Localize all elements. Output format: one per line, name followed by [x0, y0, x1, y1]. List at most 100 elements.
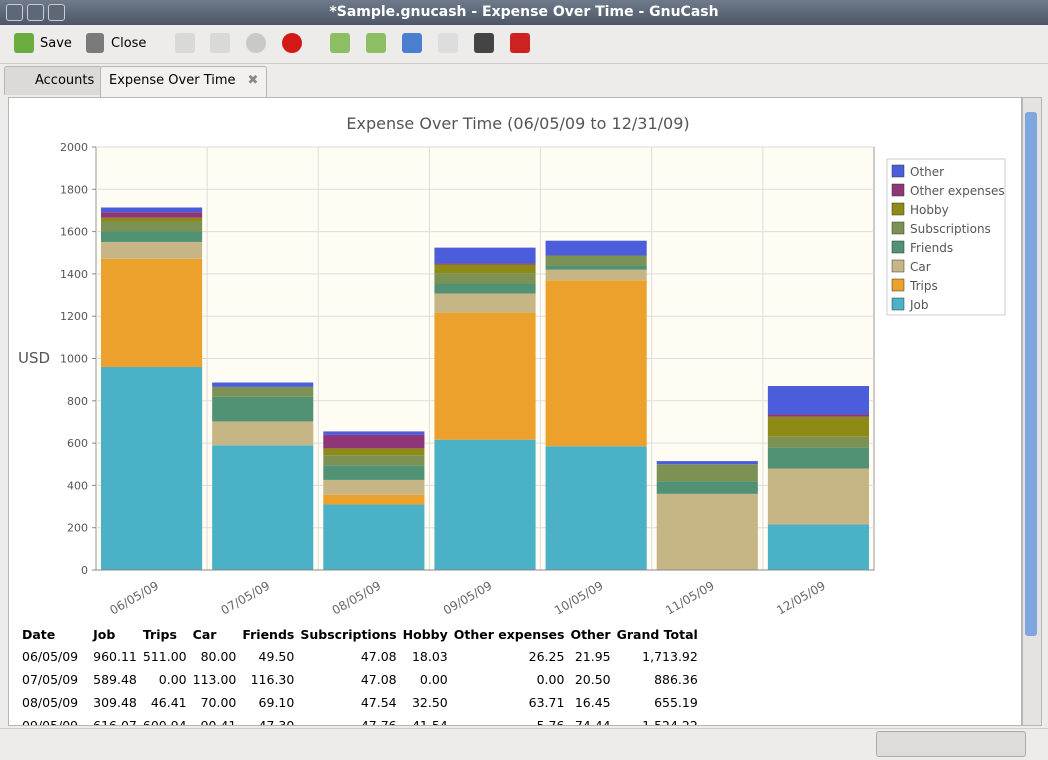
pdf-icon[interactable]: [510, 33, 530, 53]
table-cell: 09/05/09: [22, 718, 79, 726]
bar-segment: [545, 280, 647, 447]
bar-segment: [656, 464, 758, 482]
column-header: Date: [22, 626, 56, 642]
bar-segment: [767, 414, 869, 417]
print-icon[interactable]: [474, 33, 494, 53]
table-cell: 41.54: [411, 718, 448, 726]
table-cell: 21.95: [574, 649, 611, 664]
toolbar: Save Close: [0, 25, 1048, 64]
bar-segment: [323, 504, 425, 570]
legend-label: Friends: [910, 241, 953, 255]
table-cell: 70.00: [200, 695, 237, 710]
bar-segment: [767, 436, 869, 448]
y-tick-label: 0: [81, 564, 88, 577]
column-header: Grand Total: [616, 626, 698, 642]
x-tick-label: 11/05/09: [663, 578, 717, 617]
tab-label: Accounts: [35, 73, 95, 88]
bar-segment: [545, 255, 647, 266]
bar-segment: [656, 461, 758, 465]
table-row: 09/05/09 616.07 600.94 90.41 47.30 47.76 41.54…: [19, 714, 701, 726]
legend-label: Job: [909, 298, 929, 312]
tab-label: Expense Over Time: [109, 73, 236, 88]
bar-segment: [323, 434, 425, 449]
report-view: Expense Over Time (06/05/09 to 12/31/09)…: [8, 97, 1022, 726]
x-tick-label: 12/05/09: [774, 578, 828, 617]
bar-segment: [545, 240, 647, 256]
table-cell: 616.07: [93, 718, 137, 726]
y-tick-label: 1600: [60, 226, 88, 239]
legend-label: Hobby: [910, 203, 949, 217]
stop-icon[interactable]: [282, 33, 302, 53]
options-icon[interactable]: [366, 33, 386, 53]
legend-swatch: [891, 221, 905, 235]
table-cell: 46.41: [150, 695, 187, 710]
legend-swatch: [891, 240, 905, 254]
table-cell: 1,713.92: [642, 649, 698, 664]
table-cell: 600.94: [142, 718, 187, 726]
y-tick-label: 1400: [60, 268, 88, 281]
bar-segment: [323, 465, 425, 480]
table-cell: 18.03: [411, 649, 448, 664]
legend-label: Car: [910, 260, 931, 274]
table-cell: 589.48: [93, 672, 137, 687]
bar-segment: [323, 479, 425, 495]
table-cell: 116.30: [250, 672, 295, 687]
legend-swatch: [891, 297, 905, 311]
bar-segment: [545, 265, 647, 270]
bar-segment: [101, 212, 203, 218]
legend-box: [886, 158, 1006, 316]
legend-label: Subscriptions: [910, 222, 991, 236]
style-icon[interactable]: [402, 33, 422, 53]
save-button[interactable]: Save: [40, 36, 72, 51]
table-cell: 32.50: [411, 695, 448, 710]
save-icon[interactable]: [14, 33, 34, 53]
bar-segment: [434, 247, 536, 264]
legend-swatch: [891, 164, 905, 178]
forward-icon[interactable]: [210, 33, 230, 53]
chart: Expense Over Time (06/05/09 to 12/31/09)…: [18, 114, 1006, 618]
table-cell: 886.36: [654, 672, 698, 687]
bar-segment: [323, 494, 425, 505]
bar-segment: [101, 221, 203, 232]
bar-segment: [323, 455, 425, 466]
bar-segment: [212, 386, 314, 397]
bar-segment: [656, 481, 758, 494]
y-tick-label: 200: [67, 522, 88, 535]
bar-segment: [101, 231, 203, 242]
close-icon[interactable]: [86, 33, 104, 53]
bar-segment: [545, 269, 647, 281]
table-cell: 07/05/09: [22, 672, 79, 687]
table-cell: 5.76: [536, 718, 565, 726]
table-cell: 74.44: [574, 718, 611, 726]
tab[interactable]: Accounts: [4, 66, 104, 95]
table-cell: 309.48: [93, 695, 137, 710]
bar-segment: [101, 366, 203, 570]
tab[interactable]: Expense Over Time ✖: [100, 66, 268, 97]
column-header: Hobby: [402, 626, 448, 642]
close-window[interactable]: [6, 4, 23, 21]
table-cell: 1,524.22: [642, 718, 698, 726]
table-cell: 69.10: [258, 695, 295, 710]
x-tick-label: 10/05/09: [552, 578, 606, 617]
table-cell: 20.50: [574, 672, 611, 687]
bar-segment: [767, 416, 869, 437]
minimize-window[interactable]: [27, 4, 44, 21]
close-button[interactable]: Close: [111, 36, 147, 51]
bar-segment: [101, 207, 203, 213]
bar-segment: [767, 524, 869, 570]
reload-icon[interactable]: [246, 33, 266, 53]
y-tick-label: 1800: [60, 183, 88, 196]
bar-segment: [212, 445, 314, 570]
table-cell: 49.50: [258, 649, 295, 664]
scrollbar[interactable]: [1022, 97, 1042, 726]
y-tick-label: 1000: [60, 353, 88, 366]
table-row: 08/05/09 309.48 46.41 70.00 69.10 47.54 32.50 6…: [19, 691, 701, 714]
bar-segment: [434, 263, 536, 265]
back-icon[interactable]: [175, 33, 195, 53]
report-icon[interactable]: [438, 33, 458, 53]
legend-label: Trips: [909, 279, 938, 293]
export-icon[interactable]: [330, 33, 350, 53]
maximize-window[interactable]: [48, 4, 65, 21]
legend-swatch: [891, 202, 905, 216]
